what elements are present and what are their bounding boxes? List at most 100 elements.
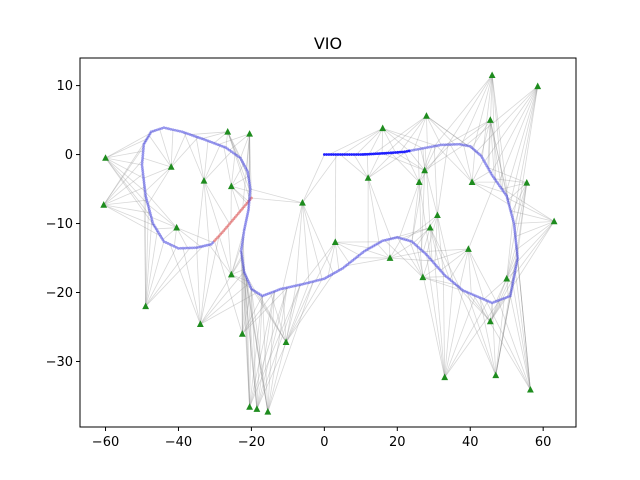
observation-ray-12-1 — [249, 289, 252, 408]
trajectory-pose — [376, 152, 380, 156]
trajectory-pose — [186, 246, 189, 250]
observation-ray-35-1 — [510, 182, 528, 214]
trajectory-pose — [239, 249, 243, 253]
observation-ray-10-4 — [217, 133, 250, 146]
observation-ray-13-1 — [251, 289, 258, 410]
trajectory-pose — [247, 203, 251, 207]
trajectory-pose — [428, 145, 432, 149]
observation-ray-25-7 — [424, 147, 431, 228]
observation-ray-31-3 — [489, 120, 495, 179]
trajectory-pose — [374, 152, 378, 156]
observation-ray-30-8 — [489, 251, 518, 322]
trajectory-pose — [247, 174, 250, 178]
observation-ray-9-7 — [208, 244, 232, 275]
trajectory-pose — [145, 200, 149, 204]
observation-ray-0-4 — [105, 157, 146, 192]
observation-ray-26-2 — [416, 215, 438, 247]
observation-ray-24-3 — [426, 115, 456, 145]
observation-ray-5-1 — [199, 244, 210, 325]
trajectory-pose — [513, 230, 517, 234]
observation-ray-22-0 — [422, 257, 430, 278]
trajectory-pose — [142, 147, 145, 151]
trajectory-pose — [141, 172, 145, 176]
trajectory-pose — [382, 151, 386, 155]
observation-ray-8-7 — [231, 186, 250, 206]
trajectory-pose — [285, 286, 289, 290]
trajectory-pose — [309, 280, 313, 284]
landmark-point-17 — [331, 238, 339, 245]
trajectory-pose — [512, 224, 516, 228]
trajectory-pose — [193, 246, 196, 250]
observation-ray-16-4 — [302, 202, 323, 280]
observation-ray-6-8 — [196, 180, 205, 248]
landmark-point-0 — [102, 154, 109, 161]
trajectory-pose — [178, 129, 182, 133]
observation-ray-37-8 — [514, 86, 539, 233]
observation-ray-31-5 — [489, 120, 503, 190]
trajectory-pose — [177, 246, 180, 250]
observation-ray-25-0 — [422, 227, 431, 252]
observation-ray-9-3 — [230, 241, 243, 275]
observation-ray-5-7 — [200, 257, 243, 325]
landmark-point-1 — [100, 201, 108, 208]
observation-ray-26-6 — [437, 215, 454, 283]
observation-ray-30-3 — [489, 289, 512, 322]
trajectory-pose — [466, 144, 470, 148]
trajectory-pose — [423, 146, 427, 150]
observation-ray-16-1 — [302, 202, 310, 283]
observation-ray-38-7 — [511, 221, 555, 288]
trajectory-pose — [444, 143, 448, 147]
trajectory-pose — [307, 281, 311, 284]
y-axis: 10 0 −10 −20 −30 — [46, 79, 80, 370]
trajectory-pose — [168, 243, 172, 246]
observation-ray-36-2 — [512, 283, 531, 390]
landmark-point-15 — [282, 338, 290, 345]
observation-ray-13-4 — [256, 287, 288, 410]
trajectory-pose — [391, 151, 395, 155]
observation-ray-22-7 — [384, 239, 424, 278]
observation-ray-13-3 — [246, 277, 258, 410]
observation-ray-3-8 — [170, 137, 199, 168]
landmark-point-26 — [434, 211, 441, 219]
trajectory-pose — [143, 187, 147, 191]
trajectory-pose — [511, 217, 515, 221]
observation-ray-3-1 — [159, 128, 172, 168]
trajectory-pose — [341, 153, 344, 156]
observation-ray-27-2 — [444, 295, 476, 378]
trajectory-pose — [296, 283, 300, 287]
trajectory-pose — [247, 181, 251, 184]
observation-ray-16-5 — [302, 202, 334, 274]
observation-ray-26-5 — [433, 146, 438, 216]
trajectory-pose — [384, 151, 388, 155]
observation-ray-26-4 — [405, 214, 438, 241]
observation-ray-2-3 — [145, 219, 153, 307]
landmark-point-18 — [364, 174, 372, 181]
landmark-point-29 — [468, 178, 476, 185]
observation-ray-2-0 — [145, 241, 165, 307]
observation-ray-9-8 — [230, 228, 245, 275]
observation-ray-3-6 — [144, 166, 172, 192]
observation-ray-11-7 — [242, 287, 288, 335]
observation-ray-37-1 — [505, 86, 539, 195]
observation-ray-15-2 — [285, 285, 297, 343]
observation-ray-19-5 — [382, 127, 424, 149]
observation-ray-3-3 — [148, 135, 172, 168]
x-tick-label-2: −20 — [238, 435, 265, 450]
trajectory-pose — [421, 146, 425, 150]
observation-ray-30-2 — [489, 298, 505, 322]
trajectory-pose — [147, 205, 150, 208]
observation-ray-11-2 — [241, 277, 247, 334]
trajectory-pose — [151, 222, 155, 225]
observation-ray-3-4 — [143, 166, 172, 179]
trajectory-pose — [148, 211, 152, 215]
observation-ray-34-5 — [506, 244, 517, 279]
trajectory-pose — [242, 268, 246, 271]
observation-ray-9-6 — [227, 225, 232, 275]
trajectory-pose — [248, 194, 252, 198]
observation-ray-22-3 — [409, 240, 424, 278]
observation-ray-17-2 — [327, 242, 336, 277]
trajectory-pose — [242, 265, 245, 269]
observation-ray-29-5 — [449, 144, 473, 183]
trajectory-pose — [513, 271, 517, 275]
